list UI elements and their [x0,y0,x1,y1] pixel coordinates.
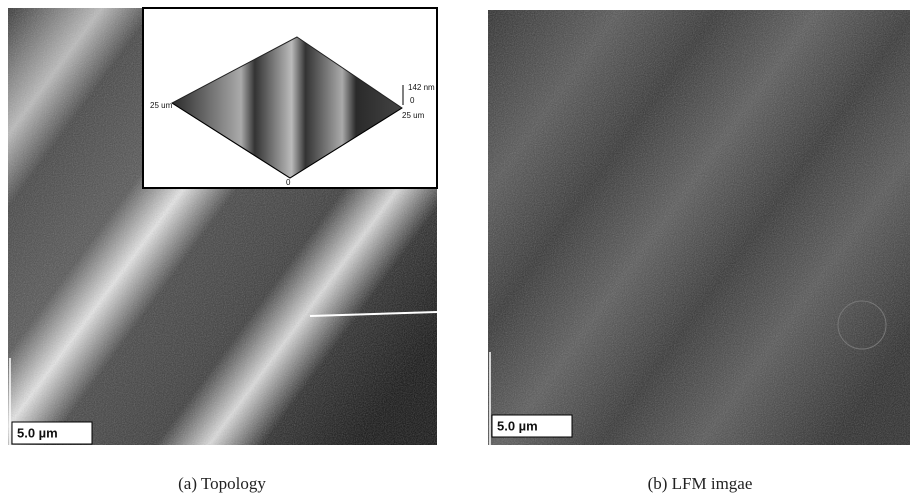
z-min-label: 0 [410,96,415,105]
scale-bar-label: 5.0 µm [497,418,538,433]
figure: 5.0 µm 142 nm 0 25 um 25 um 0 (a) Topolo… [0,0,912,497]
x-right-label: 25 um [402,111,425,120]
z-max-label: 142 nm [408,83,435,92]
topology-panel: 5.0 µm 142 nm 0 25 um 25 um 0 (a) Topolo… [8,8,437,493]
page: {"panels": [ {"caption": "(a) Topology",… [0,0,912,497]
x-left-label: 25 um [150,101,173,110]
caption: (a) Topology [178,474,266,493]
caption: (b) LFM imgae [648,474,753,493]
lfm-panel: 5.0 µm (b) LFM imgae [488,10,910,493]
scale-bar-label: 5.0 µm [17,425,58,440]
image-texture [488,10,910,445]
inset: 142 nm 0 25 um 25 um 0 [143,8,437,188]
origin-label: 0 [286,178,291,187]
